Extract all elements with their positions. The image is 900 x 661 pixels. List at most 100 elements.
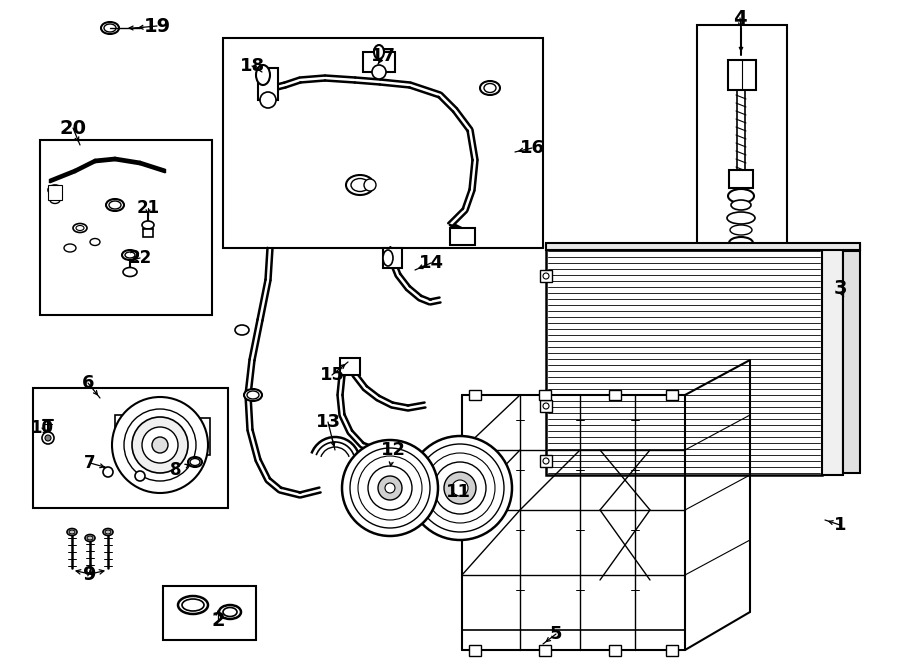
Text: 18: 18: [239, 57, 265, 75]
Text: 15: 15: [320, 366, 345, 384]
Ellipse shape: [87, 536, 93, 540]
Text: 10: 10: [31, 419, 53, 437]
Text: 19: 19: [143, 17, 171, 36]
Bar: [546, 243, 860, 250]
Bar: [539, 645, 551, 656]
Circle shape: [543, 403, 549, 409]
Ellipse shape: [123, 268, 137, 276]
Ellipse shape: [728, 189, 754, 203]
Ellipse shape: [106, 199, 124, 211]
Text: 13: 13: [316, 413, 340, 431]
Circle shape: [543, 458, 549, 464]
Circle shape: [152, 437, 168, 453]
Text: 7: 7: [85, 454, 95, 472]
Ellipse shape: [190, 459, 200, 465]
Text: 2: 2: [212, 611, 225, 629]
Text: 8: 8: [170, 461, 182, 479]
Bar: [115, 415, 162, 460]
Text: 11: 11: [446, 483, 471, 501]
Ellipse shape: [256, 65, 270, 85]
Bar: [163, 586, 256, 640]
Ellipse shape: [50, 196, 60, 204]
Circle shape: [103, 467, 113, 477]
Bar: [469, 645, 481, 656]
Circle shape: [142, 427, 178, 463]
Bar: [729, 170, 753, 188]
Bar: [383, 248, 402, 268]
Ellipse shape: [104, 24, 116, 32]
Text: 17: 17: [371, 47, 395, 65]
Bar: [539, 390, 551, 400]
Circle shape: [444, 472, 476, 504]
Text: 3: 3: [833, 278, 847, 297]
Circle shape: [408, 436, 512, 540]
Bar: [48, 185, 62, 200]
Ellipse shape: [125, 252, 135, 258]
Ellipse shape: [351, 178, 369, 192]
Bar: [666, 645, 678, 656]
Ellipse shape: [729, 237, 753, 249]
Bar: [822, 248, 843, 475]
Bar: [546, 248, 822, 475]
Ellipse shape: [247, 391, 259, 399]
Circle shape: [416, 444, 504, 532]
Bar: [340, 358, 360, 375]
Ellipse shape: [374, 45, 384, 59]
Bar: [223, 38, 543, 248]
Ellipse shape: [346, 175, 374, 195]
Text: 14: 14: [418, 254, 444, 272]
Text: 21: 21: [137, 199, 159, 217]
Text: 22: 22: [129, 249, 151, 267]
Text: 6: 6: [82, 374, 94, 392]
Circle shape: [434, 462, 486, 514]
Ellipse shape: [67, 529, 77, 535]
Ellipse shape: [188, 457, 202, 467]
Text: 20: 20: [59, 118, 86, 137]
Circle shape: [112, 397, 208, 493]
Text: 12: 12: [381, 441, 406, 459]
Text: 16: 16: [519, 139, 544, 157]
Bar: [609, 390, 621, 400]
Circle shape: [135, 471, 145, 481]
Circle shape: [42, 432, 54, 444]
Ellipse shape: [90, 239, 100, 245]
Circle shape: [368, 466, 412, 510]
Ellipse shape: [244, 389, 262, 401]
Ellipse shape: [101, 22, 119, 34]
Ellipse shape: [235, 325, 249, 335]
Ellipse shape: [109, 201, 121, 209]
Ellipse shape: [69, 530, 75, 534]
Bar: [843, 251, 860, 473]
Ellipse shape: [727, 212, 755, 224]
Bar: [540, 270, 552, 282]
Bar: [143, 229, 153, 237]
Ellipse shape: [730, 225, 752, 235]
Circle shape: [260, 92, 276, 108]
Ellipse shape: [731, 200, 751, 210]
Bar: [162, 418, 210, 455]
Text: 5: 5: [550, 625, 562, 643]
Ellipse shape: [103, 529, 113, 535]
Circle shape: [425, 453, 495, 523]
Ellipse shape: [219, 605, 241, 619]
Bar: [540, 400, 552, 412]
Ellipse shape: [480, 81, 500, 95]
Ellipse shape: [142, 221, 154, 229]
Ellipse shape: [223, 607, 237, 617]
Bar: [697, 25, 787, 255]
Bar: [40, 140, 212, 315]
Ellipse shape: [182, 599, 204, 611]
Bar: [33, 388, 228, 508]
Bar: [728, 60, 756, 90]
Bar: [469, 390, 481, 400]
Ellipse shape: [48, 185, 62, 195]
Circle shape: [385, 483, 395, 493]
Ellipse shape: [76, 225, 84, 231]
Circle shape: [45, 435, 51, 441]
Circle shape: [378, 476, 402, 500]
Ellipse shape: [85, 535, 95, 541]
Ellipse shape: [383, 250, 393, 266]
Circle shape: [342, 440, 438, 536]
Ellipse shape: [64, 244, 76, 252]
Bar: [540, 455, 552, 467]
